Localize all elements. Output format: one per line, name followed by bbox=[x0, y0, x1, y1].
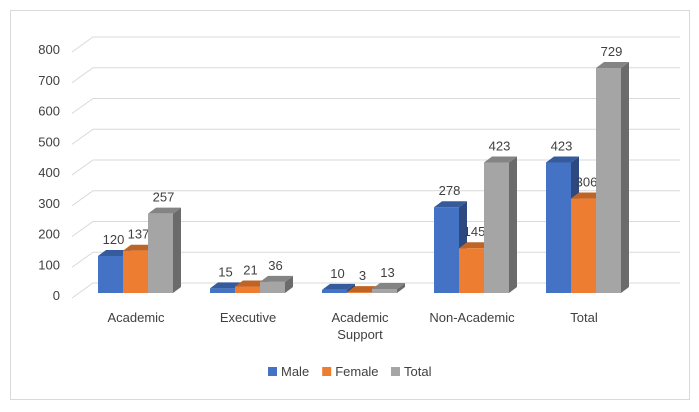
data-label: 278 bbox=[439, 183, 461, 198]
bar-male bbox=[98, 255, 123, 293]
data-label: 729 bbox=[601, 44, 623, 59]
x-tick-label: Support bbox=[337, 327, 383, 342]
bar-top bbox=[459, 242, 492, 249]
bar-total bbox=[260, 281, 285, 293]
bar-top bbox=[596, 62, 629, 68]
gridline bbox=[71, 67, 680, 84]
legend-label: Total bbox=[404, 364, 432, 379]
bar-side bbox=[509, 156, 517, 293]
data-label: 423 bbox=[551, 138, 573, 153]
bar-top bbox=[372, 282, 405, 289]
gridline bbox=[71, 128, 680, 145]
bar-top bbox=[123, 244, 156, 251]
bar-top bbox=[98, 249, 131, 256]
bar-top bbox=[148, 207, 181, 214]
bar-total bbox=[596, 68, 621, 293]
bar-top bbox=[484, 156, 517, 163]
bar-top bbox=[210, 282, 243, 289]
data-label: 145 bbox=[464, 224, 486, 239]
bar-top bbox=[546, 156, 579, 163]
bar-female bbox=[235, 286, 260, 293]
x-tick-label: Non-Academic bbox=[429, 310, 515, 325]
bar-top bbox=[235, 280, 268, 287]
legend-swatch-female bbox=[322, 367, 332, 376]
y-tick-label: 100 bbox=[38, 257, 60, 272]
bar-top bbox=[434, 201, 467, 208]
bar-female bbox=[347, 292, 372, 293]
gridline bbox=[71, 36, 680, 53]
data-label: 21 bbox=[243, 263, 257, 278]
bar-total bbox=[484, 162, 509, 293]
x-tick-label: Academic bbox=[331, 310, 389, 325]
data-label: 15 bbox=[218, 264, 232, 279]
legend-label: Male bbox=[281, 364, 309, 379]
y-tick-label: 400 bbox=[38, 165, 60, 180]
data-label: 3 bbox=[359, 268, 366, 283]
x-tick-label: Total bbox=[570, 310, 598, 325]
legend-swatch-male bbox=[268, 367, 277, 376]
gridline bbox=[71, 98, 680, 114]
y-tick-label: 200 bbox=[38, 227, 60, 242]
data-label: 120 bbox=[103, 232, 125, 247]
data-label: 36 bbox=[268, 258, 282, 273]
gridline bbox=[71, 159, 680, 176]
y-tick-label: 700 bbox=[38, 73, 60, 88]
chart-frame bbox=[10, 10, 690, 400]
data-label: 10 bbox=[330, 266, 344, 281]
data-label: 423 bbox=[489, 138, 511, 153]
bar-top bbox=[322, 283, 355, 290]
bar-male bbox=[210, 288, 235, 293]
bar-side bbox=[173, 207, 181, 293]
y-tick-label: 0 bbox=[53, 288, 60, 303]
bar-top bbox=[347, 286, 380, 293]
bar-female bbox=[571, 198, 596, 293]
bar-top bbox=[571, 192, 604, 199]
bar-side bbox=[621, 62, 629, 293]
x-tick-label: Academic bbox=[107, 310, 165, 325]
data-label: 137 bbox=[128, 227, 150, 242]
bar-female bbox=[123, 250, 148, 293]
data-label: 13 bbox=[380, 265, 394, 280]
y-tick-label: 800 bbox=[38, 42, 60, 57]
y-tick-label: 600 bbox=[38, 104, 60, 119]
y-tick-label: 500 bbox=[38, 134, 60, 149]
data-label: 306 bbox=[576, 175, 598, 190]
bar-side bbox=[397, 282, 405, 293]
data-label: 257 bbox=[153, 190, 175, 205]
y-tick-label: 300 bbox=[38, 196, 60, 211]
bar-total bbox=[372, 288, 397, 293]
bar-male bbox=[322, 289, 347, 293]
legend-label: Female bbox=[335, 364, 378, 379]
x-tick-label: Executive bbox=[220, 310, 276, 325]
bar-male bbox=[546, 162, 571, 293]
bar-female bbox=[459, 248, 484, 293]
bar-top bbox=[260, 275, 293, 282]
bar-side bbox=[285, 275, 293, 293]
bar-total bbox=[148, 213, 173, 293]
legend-swatch-total bbox=[391, 367, 400, 376]
bar-male bbox=[434, 207, 459, 293]
